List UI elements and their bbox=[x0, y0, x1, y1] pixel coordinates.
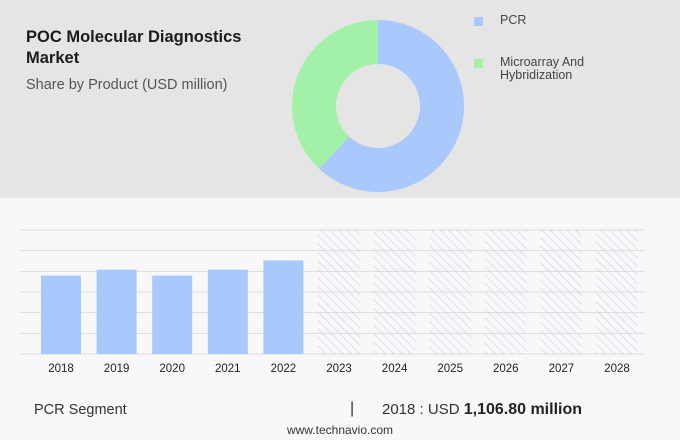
donut-slice-pcr bbox=[319, 20, 464, 193]
donut-chart bbox=[292, 20, 464, 193]
x-tick-label: 2021 bbox=[215, 363, 241, 375]
x-tick-label: 2018 bbox=[48, 363, 74, 375]
x-tick-label: 2020 bbox=[159, 363, 185, 375]
segment-value-amount: 1,106.80 million bbox=[463, 401, 582, 418]
x-tick-label: 2022 bbox=[271, 363, 297, 375]
website-link[interactable]: www.technavio.com bbox=[286, 423, 394, 437]
x-tick-label: 2019 bbox=[104, 363, 130, 375]
x-tick-label: 2028 bbox=[604, 363, 630, 375]
bar-forecast-2028 bbox=[596, 230, 638, 354]
x-tick-label: 2025 bbox=[437, 363, 463, 375]
x-tick-label: 2027 bbox=[549, 363, 575, 375]
bar-chart: 2018 2019 2020 2021 2022 2023 2024 2025 2026 2027… bbox=[20, 229, 645, 375]
x-tick-label: 2026 bbox=[493, 363, 519, 375]
bar-forecast-2025 bbox=[429, 230, 472, 354]
legend-swatch-pcr bbox=[474, 17, 483, 26]
bar-2018 bbox=[41, 275, 81, 354]
donut-slice-microarray-and-hybridization bbox=[292, 20, 378, 169]
bar-2021 bbox=[207, 269, 248, 354]
bar-forecast-2027 bbox=[540, 230, 583, 354]
legend-label-microarray: Microarray And Hybridization bbox=[500, 55, 585, 82]
legend-swatch-microarray bbox=[474, 59, 483, 68]
bar-2022 bbox=[263, 260, 304, 354]
footer-separator: | bbox=[350, 400, 355, 417]
bar-2020 bbox=[152, 275, 193, 354]
bar-forecast-2024 bbox=[373, 230, 416, 354]
bar-forecast-2026 bbox=[484, 230, 527, 354]
x-tick-label: 2024 bbox=[382, 363, 408, 375]
segment-value: 2018 : USD 1,106.80 million bbox=[382, 401, 582, 419]
x-tick-label: 2023 bbox=[326, 363, 352, 375]
bar-forecast-2023 bbox=[318, 230, 360, 354]
segment-year-label: 2018 : USD bbox=[382, 401, 460, 418]
segment-label: PCR Segment bbox=[34, 402, 127, 418]
bar-2019 bbox=[96, 269, 137, 354]
chart-title: POC Molecular Diagnostics Market bbox=[26, 28, 242, 67]
legend-label-pcr: PCR bbox=[500, 13, 527, 27]
chart-subtitle: Share by Product (USD million) bbox=[26, 77, 228, 93]
